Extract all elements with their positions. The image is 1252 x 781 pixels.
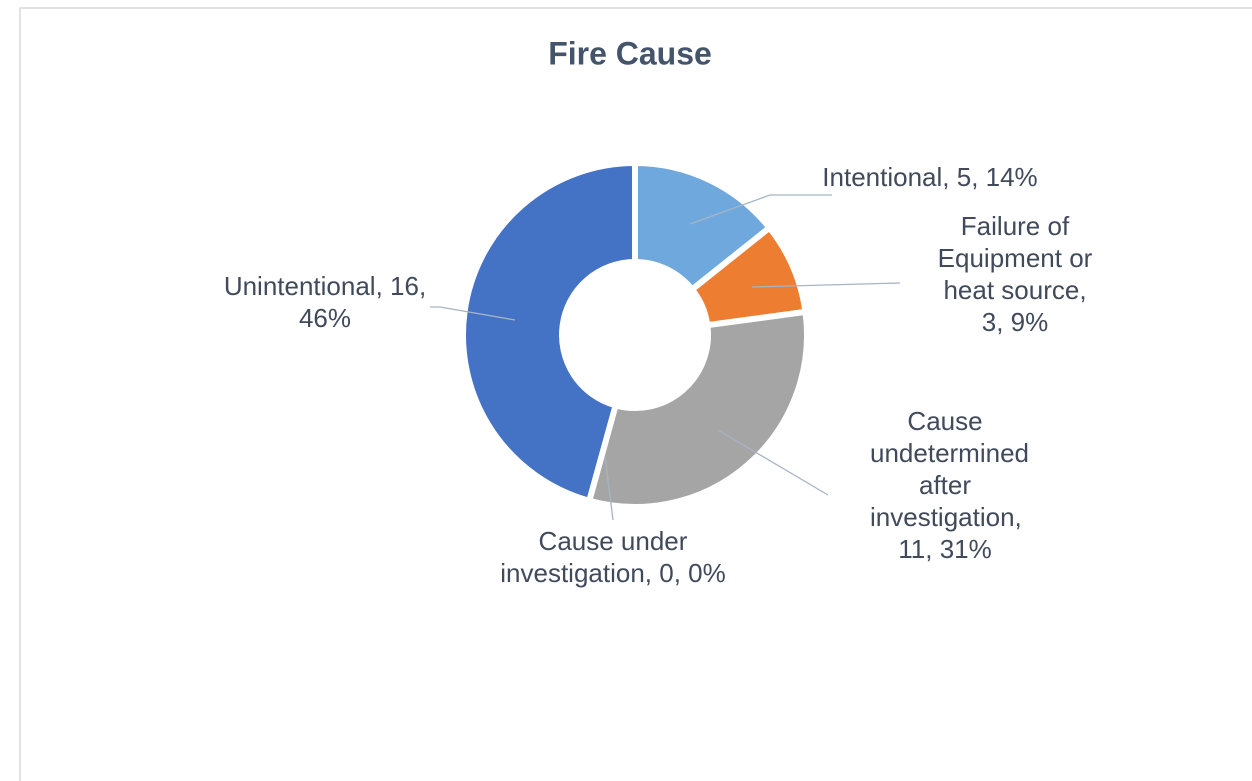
leader-line (604, 455, 614, 521)
donut-slice (585, 308, 810, 510)
chart-title: Fire Cause (548, 35, 712, 71)
donut-slice (460, 159, 638, 505)
leader-line (689, 194, 832, 225)
data-label: Unintentional, 16, 46% (223, 271, 427, 333)
donut-slice (632, 159, 774, 294)
leader-line (751, 282, 901, 288)
data-label: Cause under investigation, 0, 0% (500, 526, 726, 588)
data-label: Cause undetermined after investigation, … (870, 406, 1029, 564)
data-label: Failure of Equipment or heat source, 3, … (937, 211, 1093, 337)
leader-line (430, 306, 516, 321)
leader-line (717, 429, 829, 496)
chart-frame (19, 7, 1252, 781)
data-label: Intentional, 5, 14% (822, 162, 1038, 192)
